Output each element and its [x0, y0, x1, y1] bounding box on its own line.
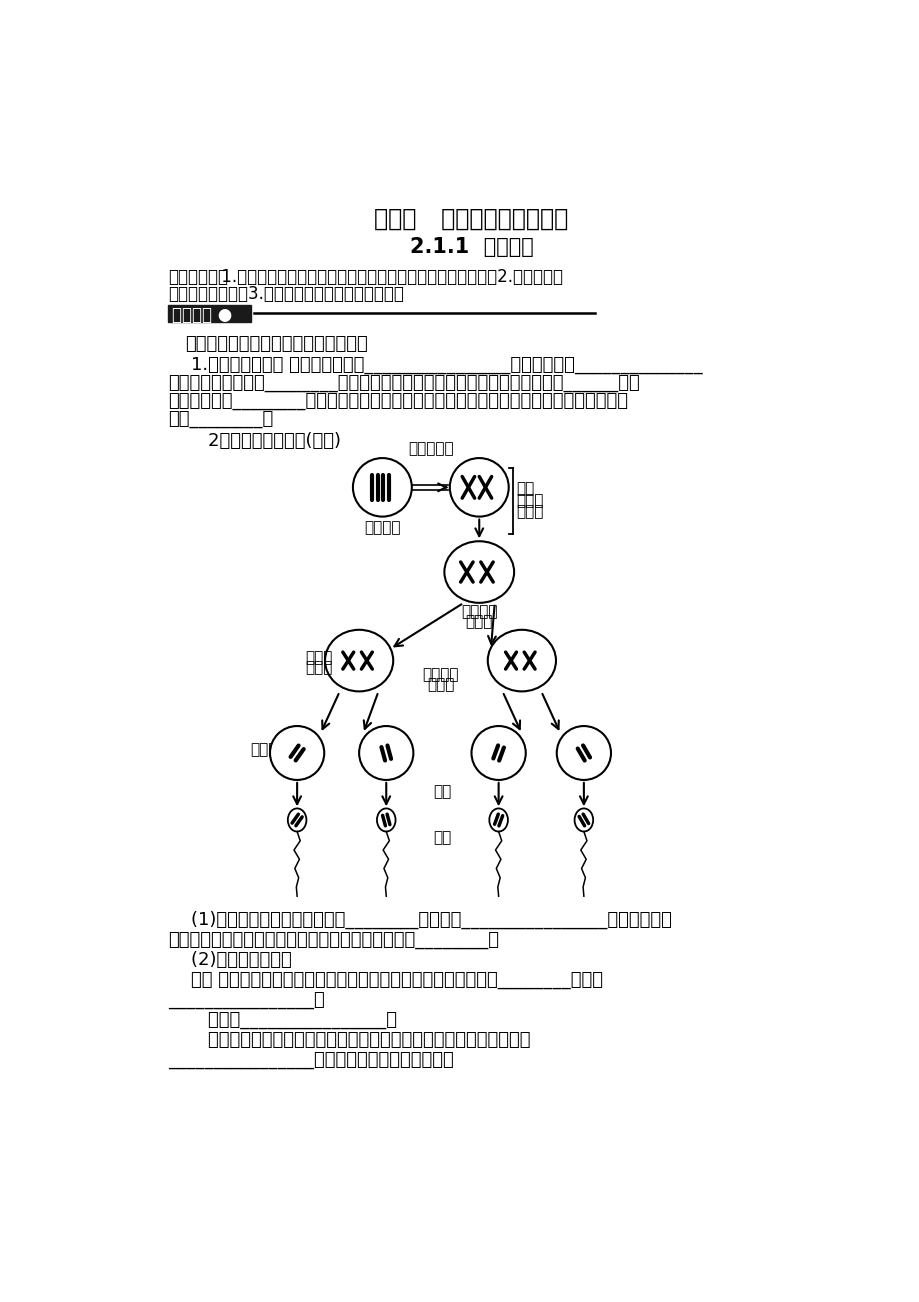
Ellipse shape [574, 809, 593, 832]
Text: 次分裂: 次分裂 [465, 615, 493, 629]
Ellipse shape [444, 542, 514, 603]
Text: 四分体：是指联会的每对同源染色体含有四条染色单体，四分体中的: 四分体：是指联会的每对同源染色体含有四条染色单体，四分体中的 [185, 1031, 529, 1049]
Text: 联会：________________。: 联会：________________。 [185, 1010, 396, 1029]
Text: 胞的________。: 胞的________。 [167, 410, 273, 427]
Ellipse shape [489, 809, 507, 832]
Ellipse shape [556, 727, 610, 780]
Ellipse shape [377, 809, 395, 832]
FancyBboxPatch shape [167, 305, 251, 322]
Text: 知识清单 ●: 知识清单 ● [171, 306, 232, 324]
Text: 母细胞: 母细胞 [304, 660, 332, 676]
Text: 时进行的染色体数目________的细胞分裂。在减数分裂过程中，染色体只复制______，而: 时进行的染色体数目________的细胞分裂。在减数分裂过程中，染色体只复制__… [167, 374, 639, 392]
Text: 1.能够描述细胞的减数分裂并模拟分裂过程中染色体的变化。2.会举例说明: 1.能够描述细胞的减数分裂并模拟分裂过程中染色体的变化。2.会举例说明 [216, 268, 562, 286]
Text: 【目标导航】: 【目标导航】 [167, 268, 228, 286]
Ellipse shape [487, 630, 555, 691]
Ellipse shape [288, 809, 306, 832]
Text: 1.减数分裂的概念 减数分裂是进行________________的生物在产生______________: 1.减数分裂的概念 减数分裂是进行________________的生物在产生_… [167, 357, 701, 375]
Text: (1)人和其他哺乳动物的精子在________中形成。________________是原始的雄性: (1)人和其他哺乳动物的精子在________中形成。_____________… [167, 911, 671, 930]
Text: 精细胞: 精细胞 [250, 742, 278, 758]
Text: ________________。: ________________。 [167, 991, 324, 1009]
Text: 减数第一: 减数第一 [460, 604, 497, 620]
Text: 精子的形成过程。3.会举例说明卵细胞的形成过程。: 精子的形成过程。3.会举例说明卵细胞的形成过程。 [167, 285, 403, 303]
Ellipse shape [471, 727, 525, 780]
Text: 细胞连续分裂________。减数分裂的结果是，成熟生殖细胞中的染色体数目是其原始生殖细: 细胞连续分裂________。减数分裂的结果是，成熟生殖细胞中的染色体数目是其原… [167, 392, 627, 410]
Ellipse shape [358, 727, 413, 780]
Text: ________________之间常发生部分片段的交换。: ________________之间常发生部分片段的交换。 [167, 1051, 453, 1069]
Ellipse shape [449, 458, 508, 517]
Text: 2.1.1  减数分裂: 2.1.1 减数分裂 [409, 237, 533, 256]
Ellipse shape [269, 727, 323, 780]
Text: 2．精子的形成过程(如图): 2．精子的形成过程(如图) [185, 432, 340, 450]
Text: 精子: 精子 [433, 829, 451, 845]
Text: 次级精: 次级精 [304, 650, 332, 665]
Text: 联会: 联会 [516, 482, 534, 496]
Text: 变形: 变形 [433, 784, 451, 799]
Text: 精原细胞: 精原细胞 [364, 521, 400, 535]
Text: (2)减数第一次分裂: (2)减数第一次分裂 [167, 950, 291, 969]
Text: 一、减数分裂的概念及精子的形成过程: 一、减数分裂的概念及精子的形成过程 [185, 335, 367, 353]
Text: 初级精: 初级精 [516, 493, 543, 509]
Ellipse shape [353, 458, 412, 517]
Text: 次分裂: 次分裂 [426, 677, 454, 691]
Ellipse shape [324, 630, 392, 691]
Text: 母细胞: 母细胞 [516, 504, 543, 519]
Text: 减数第二: 减数第二 [422, 667, 459, 682]
Text: 生殖细胞，每个精原细胞中的染色体数目都与体细胞________。: 生殖细胞，每个精原细胞中的染色体数目都与体细胞________。 [167, 931, 498, 949]
Text: 第二章   基因和染色体的关系: 第二章 基因和染色体的关系 [374, 206, 568, 230]
Text: 间期 在减数第一次分裂前的间期，精原细胞的体积增大，染色体________，成为: 间期 在减数第一次分裂前的间期，精原细胞的体积增大，染色体________，成为 [167, 971, 602, 990]
Text: 染色体复制: 染色体复制 [407, 441, 453, 456]
